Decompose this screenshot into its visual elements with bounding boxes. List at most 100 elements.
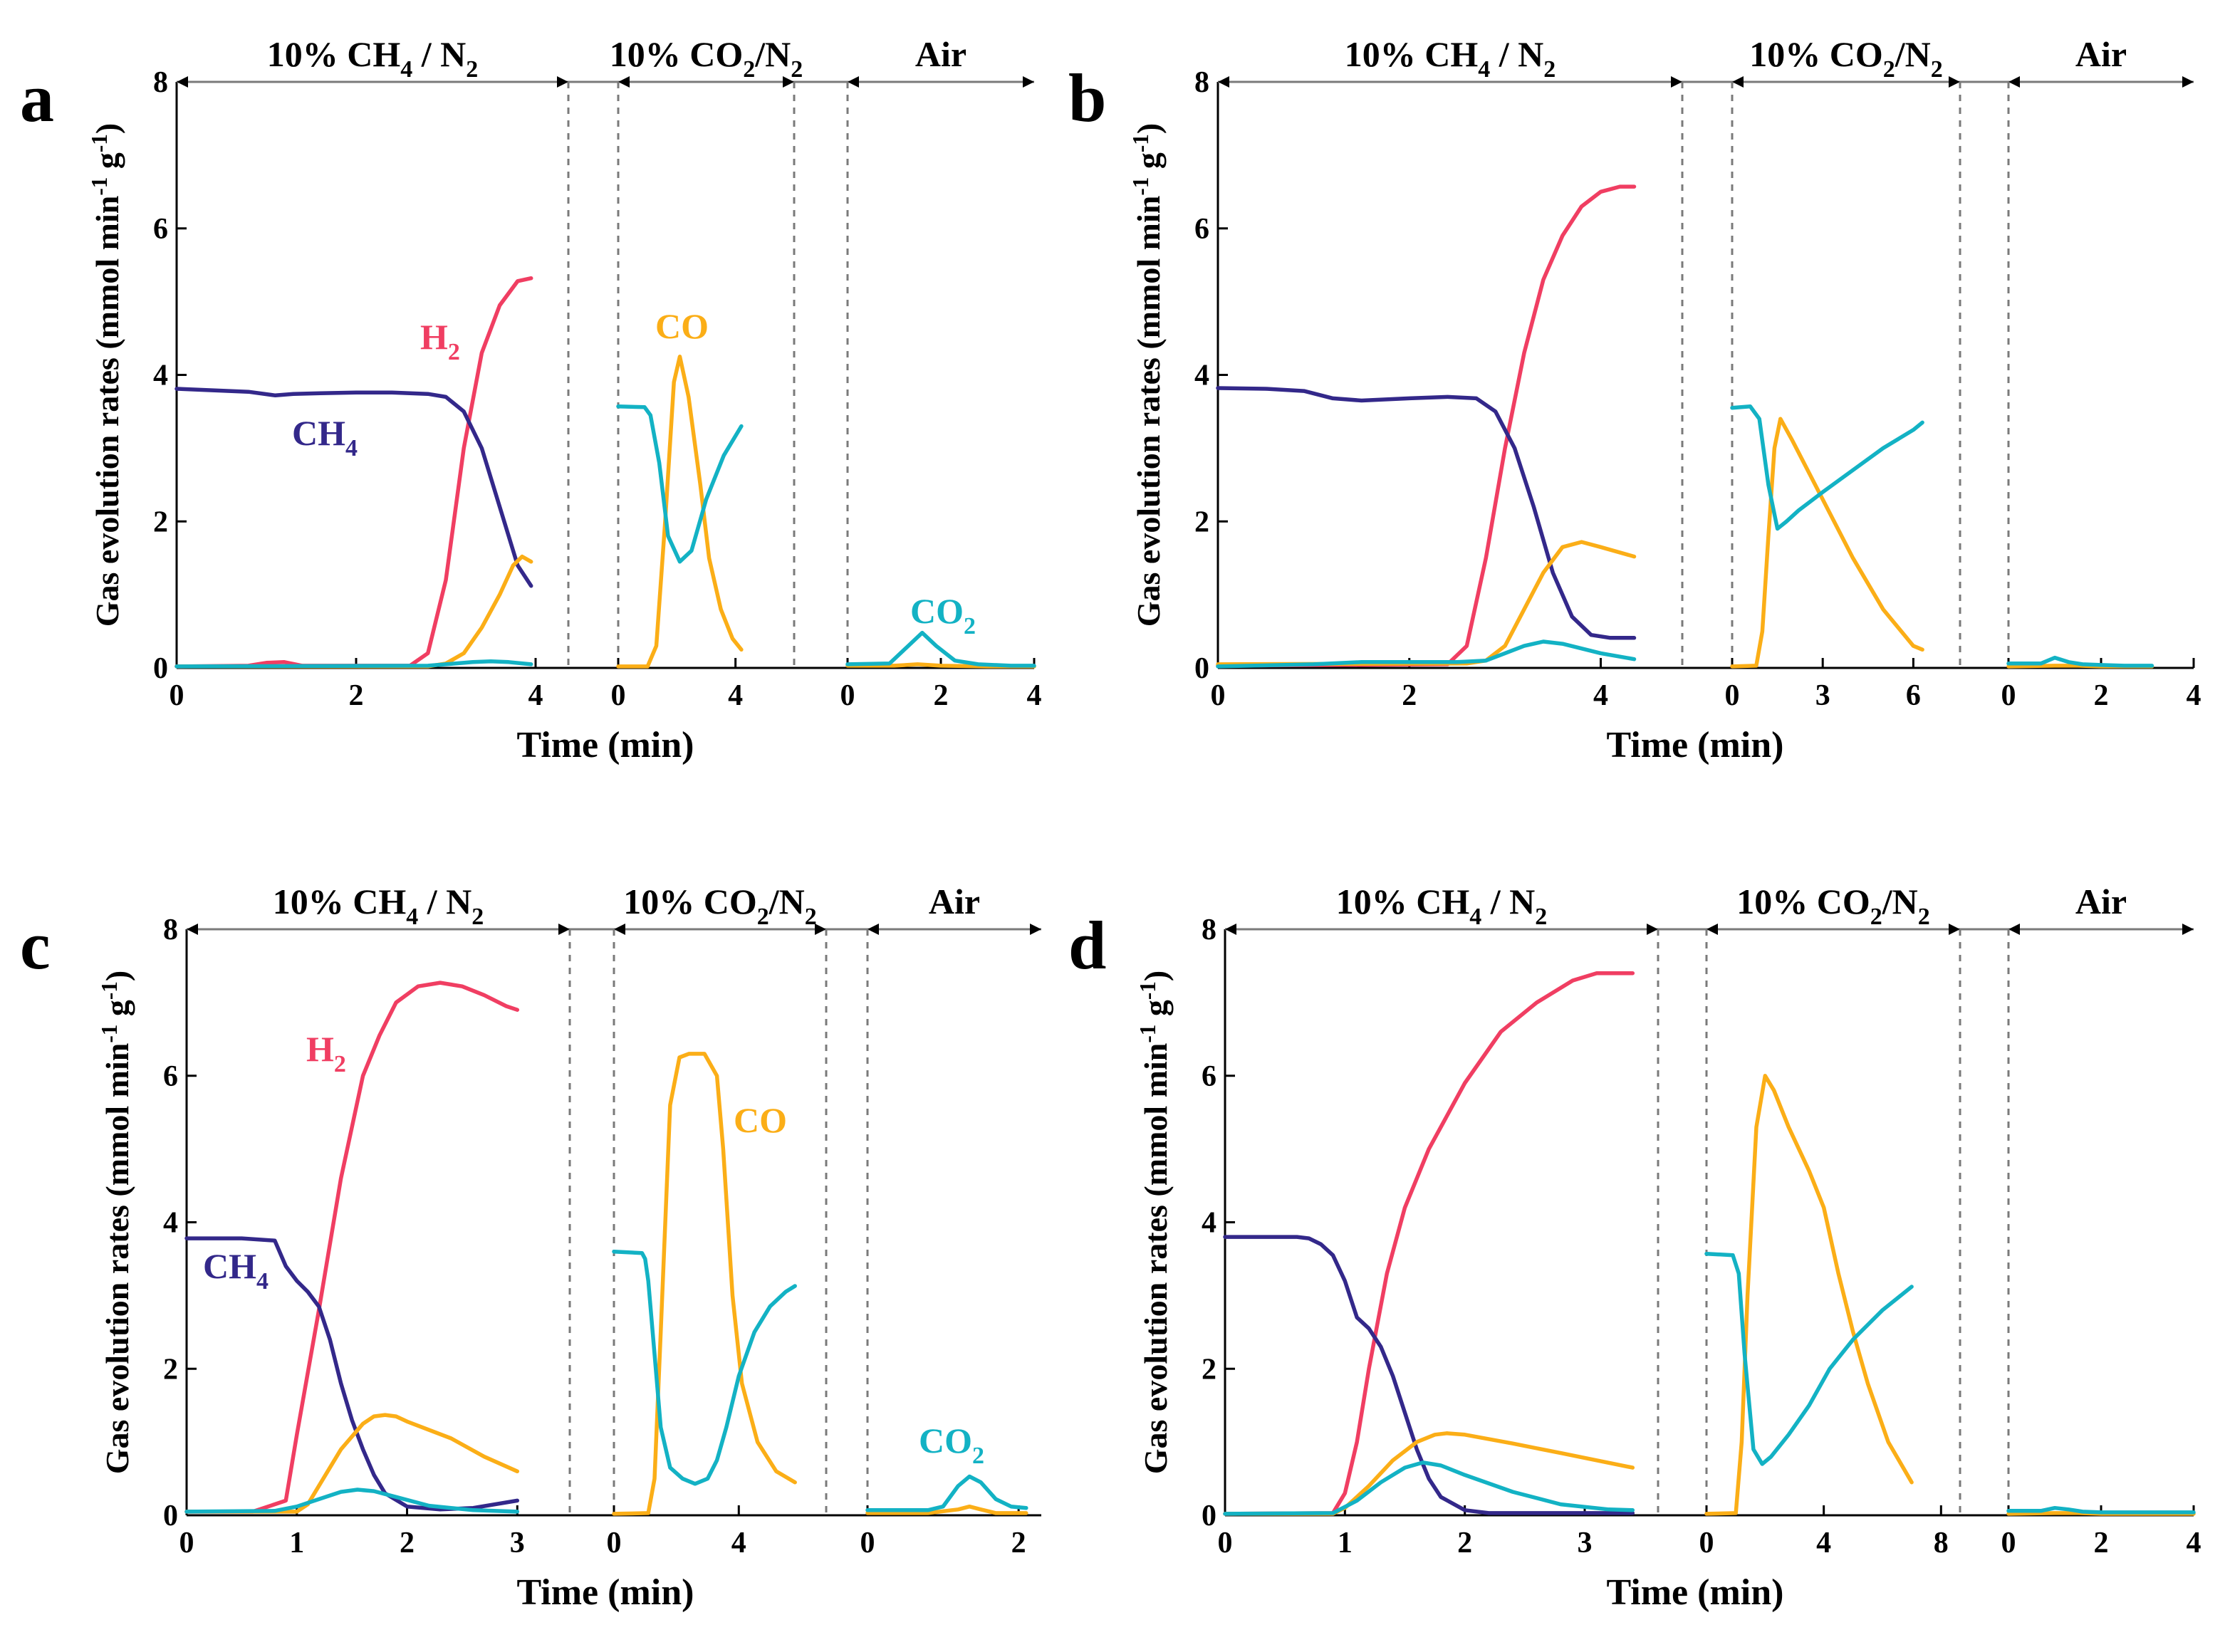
- segment-header: Air: [2075, 882, 2127, 921]
- series-co2-line: [2006, 655, 2154, 668]
- x-tick-label: 8: [1934, 1527, 1949, 1559]
- timeline-arrow-icon: [618, 76, 630, 88]
- segment-header: Air: [915, 34, 966, 74]
- x-tick-label: 0: [179, 1527, 194, 1559]
- series-co2-line: [845, 630, 1036, 668]
- segment-header: Air: [929, 882, 980, 921]
- x-axis-title: Time (min): [1607, 725, 1784, 765]
- annotation-h2: H2​: [306, 1029, 346, 1077]
- series-h2-line: [174, 276, 533, 669]
- timeline-arrow-icon: [2182, 924, 2194, 935]
- timeline-arrow-icon: [867, 924, 879, 935]
- x-tick-label: 4: [1593, 679, 1608, 712]
- timeline-arrow-icon: [1030, 924, 1041, 935]
- annotation-co2: CO2​: [910, 591, 976, 639]
- series-co-line: [174, 554, 533, 669]
- x-tick-label: 0: [607, 1527, 622, 1559]
- x-axis-title: Time (min): [517, 725, 694, 765]
- timeline-arrow-icon: [614, 924, 625, 935]
- y-tick-label: 0: [163, 1500, 178, 1532]
- annotation-ch4: CH4​: [292, 413, 358, 461]
- y-tick-label: 0: [153, 652, 168, 685]
- timeline-arrow-icon: [2008, 76, 2020, 88]
- y-tick-label: 2: [1202, 1353, 1216, 1386]
- x-tick-label: 4: [1027, 679, 1042, 712]
- segment-1: 10% CH4​ / N2​ 0 1 2 3: [1218, 882, 1635, 1559]
- y-tick-label: 2: [163, 1353, 178, 1386]
- segment-3: Air 0 2: [860, 882, 1028, 1559]
- annotation-ch4: CH4​: [203, 1246, 269, 1295]
- y-tick-label: 6: [163, 1060, 178, 1093]
- x-tick-label: 0: [611, 679, 626, 712]
- series-ch4-line: [1223, 1235, 1635, 1515]
- segment-2: 10% CO2​/N2​ 0 4: [610, 34, 803, 712]
- x-tick-label: 1: [1338, 1527, 1353, 1559]
- timeline-arrow-icon: [1225, 924, 1236, 935]
- panel-d: d 0 2 4 6 8 Gas evolution rates (mmol min-1​ g…: [1068, 882, 2201, 1613]
- x-tick-label: 2: [1402, 679, 1417, 712]
- timeline-arrow-icon: [783, 76, 794, 88]
- timeline-arrow-icon: [815, 924, 826, 935]
- x-tick-label: 2: [400, 1527, 415, 1559]
- segment-header: 10% CO2​/N2​: [1736, 882, 1930, 930]
- segment-1: 10% CH4​ / N2​ 0 2 4: [1211, 34, 1637, 712]
- x-tick-label: 0: [2001, 1527, 2016, 1559]
- annotation-co2: CO2​: [919, 1421, 984, 1469]
- y-tick-label: 4: [1194, 360, 1209, 392]
- x-tick-label: 4: [731, 1527, 746, 1559]
- timeline-arrow-icon: [1647, 924, 1658, 935]
- series-h2-line: [1216, 184, 1637, 668]
- x-tick-label: 0: [2001, 679, 2016, 712]
- timeline-arrow-icon: [1218, 76, 1229, 88]
- series-co2-line: [616, 404, 744, 564]
- x-tick-label: 4: [1816, 1527, 1831, 1559]
- y-axis-title: Gas evolution rates (mmol min-1​ g-1​): [1128, 123, 1167, 627]
- x-tick-label: 1: [289, 1527, 304, 1559]
- x-tick-label: 2: [349, 679, 364, 712]
- x-axis-title: Time (min): [517, 1572, 694, 1613]
- timeline-arrow-icon: [1732, 76, 1744, 88]
- y-tick-label: 0: [1202, 1500, 1216, 1532]
- segment-header: 10% CH4​ / N2​: [1345, 34, 1556, 83]
- panel-letter: c: [20, 907, 51, 983]
- x-tick-label: 4: [528, 679, 543, 712]
- y-tick-label: 4: [1202, 1207, 1216, 1240]
- x-tick-label: 4: [2187, 1527, 2201, 1559]
- series-ch4-line: [1216, 386, 1637, 640]
- segment-header: 10% CH4​ / N2​: [1336, 882, 1548, 930]
- x-tick-label: 3: [1578, 1527, 1593, 1559]
- panel-letter: b: [1068, 60, 1106, 136]
- y-axis-title: Gas evolution rates (mmol min-1​ g-1​): [1135, 971, 1174, 1475]
- x-tick-label: 0: [860, 1527, 875, 1559]
- segment-2: 10% CO2​/N2​ 0 4: [607, 882, 817, 1559]
- x-tick-label: 4: [728, 679, 743, 712]
- x-tick-label: 4: [2187, 679, 2201, 712]
- x-tick-label: 0: [840, 679, 855, 712]
- x-tick-label: 0: [1211, 679, 1226, 712]
- y-tick-label: 8: [153, 66, 168, 99]
- y-tick-label: 2: [1194, 506, 1209, 538]
- series-co2-line: [1730, 404, 1924, 531]
- timeline-arrow-icon: [558, 924, 570, 935]
- x-tick-label: 0: [1218, 1527, 1233, 1559]
- y-tick-label: 0: [1194, 652, 1209, 685]
- x-axis-title: Time (min): [1607, 1572, 1784, 1613]
- timeline-arrow-icon: [557, 76, 568, 88]
- timeline-arrow-icon: [1949, 76, 1960, 88]
- y-tick-label: 4: [163, 1207, 178, 1240]
- series-co-line: [616, 355, 744, 669]
- series-ch4-line: [174, 387, 533, 588]
- annotation-co: CO: [655, 306, 709, 346]
- series-co2-line: [865, 1474, 1028, 1512]
- segment-header: 10% CO2​/N2​: [1749, 34, 1943, 83]
- segment-1: 10% CH4​ / N2​ 0 2 4: [170, 34, 543, 712]
- timeline-arrow-icon: [187, 924, 198, 935]
- y-tick-label: 4: [153, 360, 168, 392]
- timeline-arrow-icon: [2182, 76, 2194, 88]
- x-tick-label: 2: [934, 679, 949, 712]
- series-co2-line: [612, 1249, 797, 1486]
- series-co-line: [612, 1052, 797, 1516]
- segment-1: 10% CH4​ / N2​ 0 1 2 3: [179, 882, 525, 1559]
- series-co2-line: [174, 659, 533, 669]
